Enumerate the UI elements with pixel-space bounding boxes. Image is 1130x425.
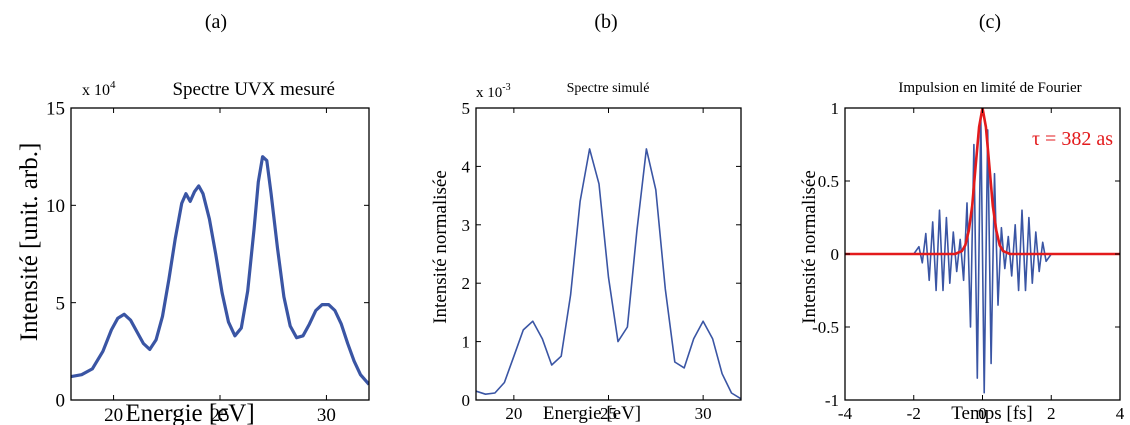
x-tick-label: -4: [838, 404, 853, 423]
x-tick-label: 4: [1116, 404, 1125, 423]
series-line-0: [71, 155, 369, 386]
panel-b-ylabel: Intensité normalisée: [430, 170, 451, 324]
x-tick-label: 2: [1047, 404, 1056, 423]
y-tick-label: 4: [462, 157, 471, 176]
panel-c-xlabel: Temps [fs]: [951, 403, 1033, 424]
x-tick-label: 25: [600, 404, 617, 423]
y-tick-label: 1: [462, 333, 471, 352]
x-tick-label: 20: [505, 404, 522, 423]
panel-a-multiplier: x 104: [82, 79, 116, 99]
panel-a-xlabel: Energie [eV]: [125, 400, 254, 425]
x-tick-label: -2: [907, 404, 921, 423]
panel-c-ylabel: Intensité normalisée: [799, 170, 820, 324]
y-tick-label: 5: [56, 293, 66, 314]
panel-a: (a) x 104 Spectre UVX mesuré Energie [eV…: [16, 11, 370, 425]
y-tick-label: 0.5: [818, 172, 839, 191]
panel-a-title: Spectre UVX mesuré: [172, 79, 335, 100]
panel-a-plot: 20 25 30 0 5 10 15: [46, 99, 370, 425]
y-tick-label: -0.5: [812, 318, 839, 337]
panel-b-xlabel: Energie [eV]: [543, 403, 641, 424]
x-tick-label: 0: [978, 404, 987, 423]
panel-b-plot: 20 25 30 0 1 2 3 4 5: [462, 99, 742, 423]
x-tick-label: 30: [695, 404, 712, 423]
y-tick-label: 2: [462, 274, 471, 293]
y-tick-label: 5: [462, 99, 471, 118]
series-line-0: [845, 114, 1120, 394]
panel-b-multiplier: x 10-3: [476, 82, 511, 101]
x-tick-label: 30: [317, 405, 336, 425]
series-line-1: [845, 108, 1120, 256]
y-tick-label: 1: [831, 99, 840, 118]
panel-a-ylabel: Intensité [unit. arb.]: [16, 143, 43, 342]
y-tick-label: -1: [825, 391, 839, 410]
plot-frame: [475, 107, 742, 401]
y-tick-label: 0: [462, 391, 471, 410]
panel-c-annotation: τ = 382 as: [1032, 128, 1113, 150]
panel-c-label: (c): [979, 11, 1001, 33]
x-tick-label: 20: [104, 405, 123, 425]
panel-c: (c) Impulsion en limité de Fourier Temps…: [799, 11, 1125, 424]
y-tick-label: 0: [56, 391, 66, 412]
y-tick-label: 15: [46, 99, 65, 120]
series-line-0: [476, 148, 741, 400]
x-tick-label: 25: [211, 405, 230, 425]
panel-b-title: Spectre simulé: [567, 81, 650, 96]
y-tick-label: 0: [831, 245, 840, 264]
y-tick-label: 10: [46, 196, 65, 217]
panel-c-title: Impulsion en limité de Fourier: [898, 80, 1081, 96]
plot-frame: [70, 107, 370, 401]
panel-b-label: (b): [594, 11, 617, 33]
panel-a-label: (a): [205, 11, 227, 33]
panel-b: (b) x 10-3 Spectre simulé Energie [eV] I…: [430, 11, 742, 424]
panel-c-plot: -4 -2 0 2 4 -1 -0.5 0 0.5 1: [812, 99, 1125, 423]
y-tick-label: 3: [462, 216, 471, 235]
